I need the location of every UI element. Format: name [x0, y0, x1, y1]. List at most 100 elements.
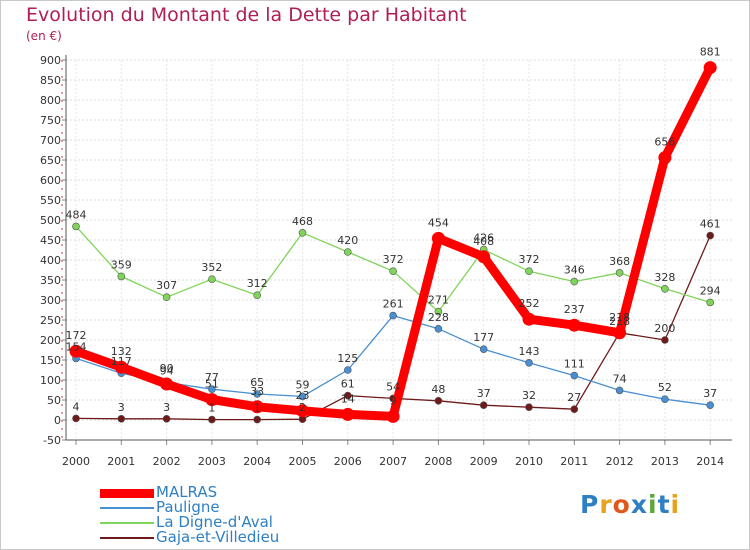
x-tick-label: 2003	[198, 455, 226, 468]
data-label-pauligne: 228	[428, 311, 449, 324]
data-label-la-digne-d-aval: 484	[66, 208, 87, 221]
data-label-gaja-et-villedieu: 2	[299, 401, 306, 414]
x-tick-label: 2011	[560, 455, 588, 468]
point-la-digne-d-aval	[117, 272, 126, 281]
data-label-pauligne: 261	[383, 298, 404, 311]
point-pauligne	[298, 392, 307, 401]
point-pauligne	[434, 324, 443, 333]
data-label-la-digne-d-aval: 368	[609, 255, 630, 268]
point-gaja-et-villedieu	[706, 231, 715, 240]
point-pauligne	[208, 385, 216, 394]
data-label-pauligne: 77	[205, 371, 219, 384]
point-gaja-et-villedieu	[72, 414, 80, 423]
y-tick-label: 500	[40, 214, 61, 227]
point-pauligne	[389, 311, 397, 320]
data-label-pauligne: 37	[703, 387, 717, 400]
data-label-la-digne-d-aval: 420	[337, 234, 358, 247]
data-label-pauligne: 125	[337, 352, 358, 365]
data-label-gaja-et-villedieu: 200	[654, 322, 675, 335]
data-label-la-digne-d-aval: 346	[564, 264, 585, 277]
point-gaja-et-villedieu	[479, 401, 488, 410]
logo-letter: t	[657, 490, 671, 519]
data-label-malras: 132	[111, 345, 132, 358]
point-la-digne-d-aval	[434, 307, 443, 316]
data-label-la-digne-d-aval: 359	[111, 258, 132, 271]
y-tick-label: 650	[40, 154, 61, 167]
chart-subtitle: (en €)	[26, 29, 62, 43]
y-tick-label: -50	[43, 434, 61, 447]
point-gaja-et-villedieu	[661, 336, 669, 344]
data-label-la-digne-d-aval: 468	[292, 215, 313, 228]
data-label-malras: 656	[654, 136, 675, 149]
data-label-malras: 237	[564, 303, 585, 316]
logo-letter: o	[612, 490, 631, 519]
point-malras	[703, 61, 717, 75]
data-label-gaja-et-villedieu: 3	[118, 401, 125, 414]
point-gaja-et-villedieu	[117, 414, 126, 423]
data-label-la-digne-d-aval: 271	[428, 294, 449, 307]
point-gaja-et-villedieu	[434, 396, 443, 405]
point-malras	[522, 312, 536, 326]
logo-letter: P	[580, 490, 600, 519]
x-tick-label: 2009	[470, 455, 498, 468]
x-tick-label: 2010	[515, 455, 543, 468]
y-tick-label: 600	[40, 174, 61, 187]
y-tick-label: 50	[47, 394, 61, 407]
point-malras	[477, 250, 491, 264]
point-malras	[386, 409, 400, 423]
x-tick-label: 2006	[334, 455, 362, 468]
point-gaja-et-villedieu	[162, 414, 171, 423]
x-tick-label: 2002	[153, 455, 181, 468]
point-la-digne-d-aval	[298, 229, 307, 237]
legend-label: Gaja-et-Villedieu	[156, 528, 280, 546]
x-tick-label: 2014	[696, 455, 724, 468]
point-malras	[205, 393, 219, 407]
data-label-malras: 9	[390, 394, 397, 407]
data-label-malras: 14	[341, 392, 355, 405]
data-label-pauligne: 65	[250, 376, 264, 389]
point-pauligne	[525, 358, 533, 367]
data-label-la-digne-d-aval: 307	[156, 279, 177, 292]
data-label-gaja-et-villedieu: 461	[700, 218, 721, 231]
x-tick-label: 2005	[289, 455, 317, 468]
data-label-malras: 454	[428, 216, 449, 229]
y-tick-label: 450	[40, 234, 61, 247]
point-malras	[160, 377, 174, 391]
data-label-la-digne-d-aval: 294	[700, 284, 721, 297]
point-la-digne-d-aval	[389, 267, 397, 276]
data-label-gaja-et-villedieu: 3	[163, 401, 170, 414]
legend-swatch	[100, 537, 154, 539]
data-label-gaja-et-villedieu: 61	[341, 378, 355, 391]
data-label-gaja-et-villedieu: 4	[73, 400, 80, 413]
point-malras	[114, 360, 128, 374]
x-tick-label: 2007	[379, 455, 407, 468]
point-la-digne-d-aval	[525, 267, 533, 276]
data-label-malras: 218	[609, 311, 630, 324]
point-malras	[341, 407, 355, 421]
point-pauligne	[706, 401, 715, 410]
data-label-la-digne-d-aval: 328	[654, 271, 675, 284]
data-label-pauligne: 74	[613, 372, 627, 385]
y-tick-label: 900	[40, 54, 61, 67]
y-tick-label: 350	[40, 274, 61, 287]
y-tick-label: 850	[40, 74, 61, 87]
point-la-digne-d-aval	[343, 248, 352, 256]
data-label-la-digne-d-aval: 426	[473, 232, 494, 245]
logo-letter: i	[648, 490, 658, 519]
point-la-digne-d-aval	[208, 275, 216, 284]
y-tick-label: 750	[40, 114, 61, 127]
logo-letter: r	[599, 490, 613, 519]
data-label-pauligne: 59	[296, 378, 310, 391]
point-gaja-et-villedieu	[343, 391, 352, 400]
point-pauligne	[343, 366, 352, 374]
point-malras	[567, 318, 581, 332]
data-label-la-digne-d-aval: 372	[519, 253, 540, 266]
data-label-pauligne: 52	[658, 381, 672, 394]
y-tick-label: 800	[40, 94, 61, 107]
y-tick-label: 200	[40, 334, 61, 347]
proxiti-logo: Proxiti	[580, 490, 680, 519]
chart-title: Evolution du Montant de la Dette par Hab…	[26, 4, 467, 26]
data-label-gaja-et-villedieu: 54	[386, 380, 400, 393]
point-pauligne	[479, 345, 488, 354]
